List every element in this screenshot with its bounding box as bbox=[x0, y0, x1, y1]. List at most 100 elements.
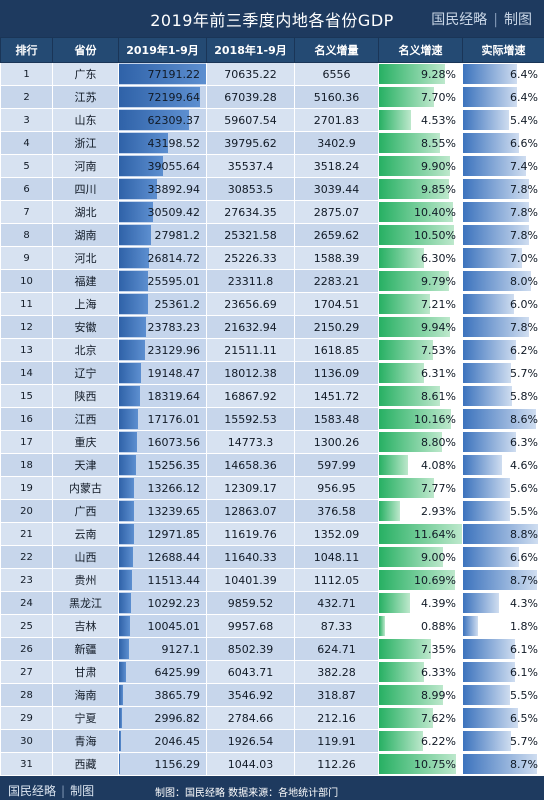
gdp-2019-cell-bar bbox=[119, 616, 131, 636]
table-header-row: 排行 省份 2019年1-9月 2018年1-9月 名义增量 名义增速 实际增速 bbox=[0, 37, 544, 63]
province-cell: 江苏 bbox=[52, 85, 119, 109]
real-growth-cell-value: 7.8% bbox=[510, 205, 538, 219]
gdp-2019-cell: 23783.23 bbox=[118, 315, 207, 339]
increment-cell: 2701.83 bbox=[294, 108, 379, 132]
gdp-2019-cell-bar bbox=[119, 731, 122, 751]
rank-cell: 14 bbox=[0, 361, 53, 385]
gdp-2018-cell: 18012.38 bbox=[206, 361, 295, 385]
increment-cell: 1112.05 bbox=[294, 568, 379, 592]
rank-cell: 23 bbox=[0, 568, 53, 592]
real-growth-cell-value: 6.5% bbox=[510, 711, 538, 725]
source-note: 制图：国民经略 数据来源：各地统计部门 bbox=[155, 788, 339, 799]
nominal-growth-cell-bar bbox=[379, 179, 450, 199]
rank-cell: 7 bbox=[0, 200, 53, 224]
increment-cell: 2150.29 bbox=[294, 315, 379, 339]
gdp-2019-cell-bar bbox=[119, 547, 134, 567]
brand-tag: 制图 bbox=[504, 12, 532, 28]
gdp-2019-cell-value: 19148.47 bbox=[147, 366, 201, 380]
province-cell: 河北 bbox=[52, 246, 119, 270]
real-growth-cell-bar bbox=[463, 432, 517, 452]
gdp-2018-cell: 25321.58 bbox=[206, 223, 295, 247]
rank-cell: 1 bbox=[0, 62, 53, 86]
real-growth-cell-bar bbox=[463, 409, 536, 429]
gdp-2019-cell-value: 13266.12 bbox=[147, 481, 201, 495]
gdp-2018-cell: 21632.94 bbox=[206, 315, 295, 339]
gdp-2019-cell-value: 23783.23 bbox=[147, 320, 201, 334]
nominal-growth-cell-bar bbox=[379, 685, 444, 705]
gdp-2018-cell: 14773.3 bbox=[206, 430, 295, 454]
rank-cell: 9 bbox=[0, 246, 53, 270]
table-row: 11 上海 25361.2 23656.69 1704.51 7.21% 6.0% bbox=[0, 292, 544, 316]
gdp-2019-cell: 11513.44 bbox=[118, 568, 207, 592]
gdp-2019-cell: 30509.42 bbox=[118, 200, 207, 224]
gdp-2019-cell-bar bbox=[119, 662, 127, 682]
real-growth-cell: 5.5% bbox=[462, 499, 544, 523]
rank-cell: 4 bbox=[0, 131, 53, 155]
gdp-2019-cell-value: 33892.94 bbox=[147, 182, 201, 196]
real-growth-cell-bar bbox=[463, 754, 537, 774]
real-growth-cell-bar bbox=[463, 64, 518, 84]
increment-cell: 112.26 bbox=[294, 752, 379, 776]
rank-cell: 26 bbox=[0, 637, 53, 661]
real-growth-cell-bar bbox=[463, 294, 514, 314]
province-cell: 陕西 bbox=[52, 384, 119, 408]
gdp-2019-cell-value: 18319.64 bbox=[147, 389, 201, 403]
nominal-growth-cell: 7.35% bbox=[378, 637, 463, 661]
gdp-2019-cell: 6425.99 bbox=[118, 660, 207, 684]
gdp-2019-cell: 1156.29 bbox=[118, 752, 207, 776]
gdp-2019-cell-value: 23129.96 bbox=[147, 343, 201, 357]
nominal-growth-cell-value: 9.90% bbox=[421, 159, 456, 173]
increment-cell: 1704.51 bbox=[294, 292, 379, 316]
real-growth-cell-value: 5.4% bbox=[510, 113, 538, 127]
gdp-2018-cell: 67039.28 bbox=[206, 85, 295, 109]
gdp-2019-cell-bar bbox=[119, 179, 158, 199]
increment-cell: 2875.07 bbox=[294, 200, 379, 224]
rank-cell: 27 bbox=[0, 660, 53, 684]
increment-cell: 87.33 bbox=[294, 614, 379, 638]
nominal-growth-cell-bar bbox=[379, 317, 450, 337]
gdp-2019-cell-value: 15256.35 bbox=[147, 458, 201, 472]
real-growth-cell-value: 4.6% bbox=[510, 458, 538, 472]
table-row: 6 四川 33892.94 30853.5 3039.44 9.85% 7.8% bbox=[0, 177, 544, 201]
real-growth-cell-value: 6.1% bbox=[510, 665, 538, 679]
real-growth-cell-value: 5.7% bbox=[510, 366, 538, 380]
nominal-growth-cell-bar bbox=[379, 616, 386, 636]
real-growth-cell-value: 6.4% bbox=[510, 67, 538, 81]
nominal-growth-cell-value: 7.35% bbox=[421, 642, 456, 656]
table-row: 24 黑龙江 10292.23 9859.52 432.71 4.39% 4.3% bbox=[0, 591, 544, 615]
table-row: 29 宁夏 2996.82 2784.66 212.16 7.62% 6.5% bbox=[0, 706, 544, 730]
gdp-2019-cell: 77191.22 bbox=[118, 62, 207, 86]
nominal-growth-cell-value: 9.00% bbox=[421, 550, 456, 564]
nominal-growth-cell-value: 10.69% bbox=[414, 573, 456, 587]
province-cell: 天津 bbox=[52, 453, 119, 477]
increment-cell: 1451.72 bbox=[294, 384, 379, 408]
province-cell: 广西 bbox=[52, 499, 119, 523]
real-growth-cell: 6.5% bbox=[462, 706, 544, 730]
province-cell: 辽宁 bbox=[52, 361, 119, 385]
table-row: 15 陕西 18319.64 16867.92 1451.72 8.61% 5.8% bbox=[0, 384, 544, 408]
increment-cell: 2659.62 bbox=[294, 223, 379, 247]
nominal-growth-cell-bar bbox=[379, 248, 424, 268]
column-header-increment: 名义增量 bbox=[294, 37, 379, 63]
real-growth-cell-bar bbox=[463, 731, 512, 751]
rank-cell: 22 bbox=[0, 545, 53, 569]
increment-cell: 432.71 bbox=[294, 591, 379, 615]
column-header-nominal-growth: 名义增速 bbox=[378, 37, 463, 63]
gdp-2019-cell-bar bbox=[119, 271, 148, 291]
table-row: 1 广东 77191.22 70635.22 6556 9.28% 6.4% bbox=[0, 62, 544, 86]
real-growth-cell-bar bbox=[463, 639, 515, 659]
increment-cell: 3402.9 bbox=[294, 131, 379, 155]
table-row: 22 山西 12688.44 11640.33 1048.11 9.00% 6.6% bbox=[0, 545, 544, 569]
increment-cell: 212.16 bbox=[294, 706, 379, 730]
gdp-2019-cell-bar bbox=[119, 225, 151, 245]
gdp-2019-cell: 62309.37 bbox=[118, 108, 207, 132]
province-cell: 西藏 bbox=[52, 752, 119, 776]
gdp-2019-cell: 2996.82 bbox=[118, 706, 207, 730]
gdp-2018-cell: 1926.54 bbox=[206, 729, 295, 753]
nominal-growth-cell-value: 4.08% bbox=[421, 458, 456, 472]
increment-cell: 624.71 bbox=[294, 637, 379, 661]
increment-cell: 1352.09 bbox=[294, 522, 379, 546]
gdp-2018-cell: 21511.11 bbox=[206, 338, 295, 362]
nominal-growth-cell-bar bbox=[379, 639, 432, 659]
real-growth-cell-value: 8.7% bbox=[510, 757, 538, 771]
